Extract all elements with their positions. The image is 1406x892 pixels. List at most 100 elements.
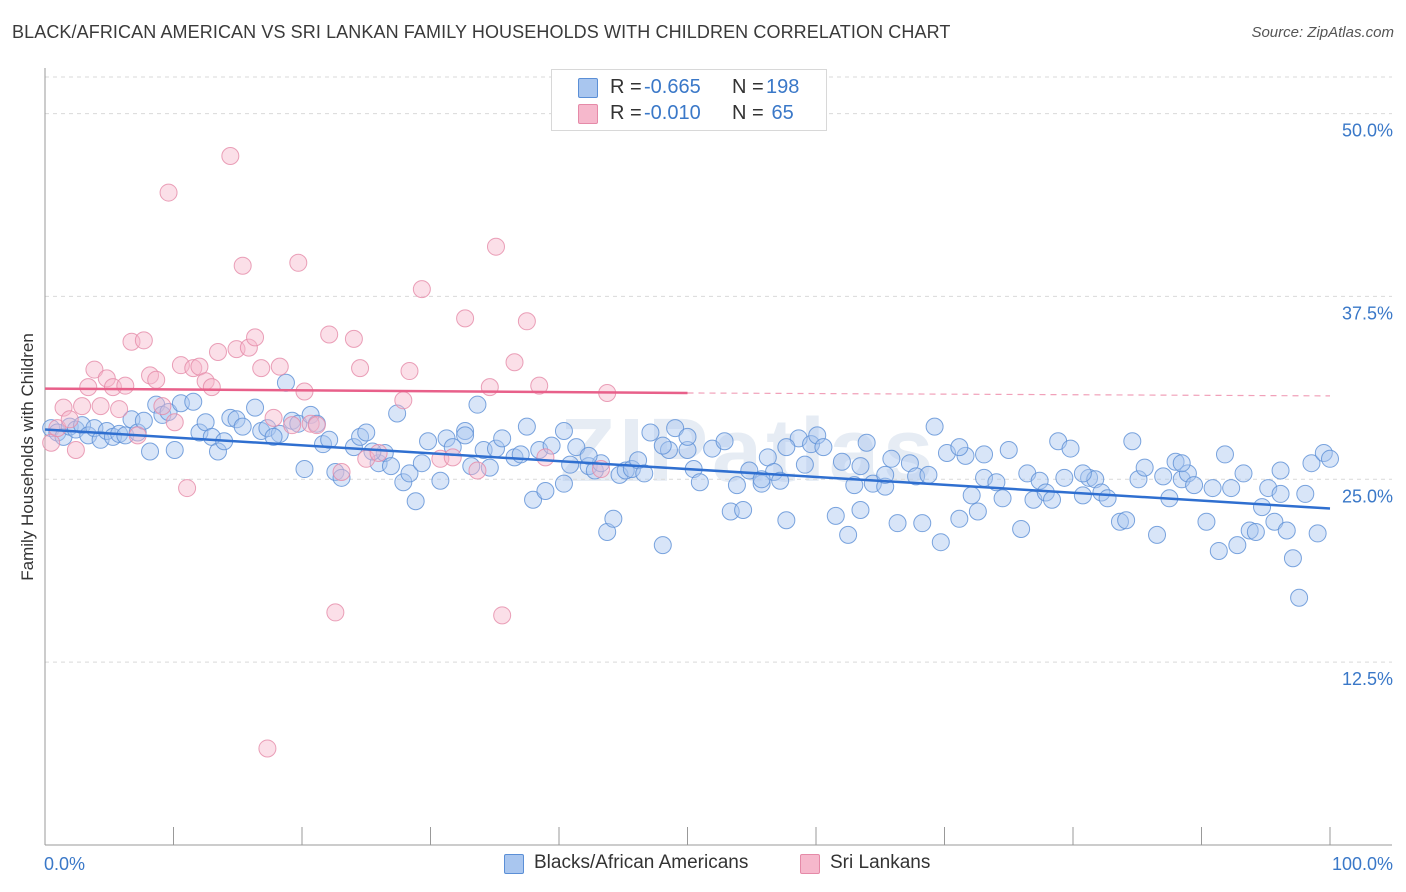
point-blacks [493, 429, 512, 448]
point-blacks [357, 423, 376, 442]
point-blacks [468, 395, 487, 414]
point-blacks [777, 438, 796, 457]
point-blacks [1166, 452, 1185, 471]
source-label: Source: ZipAtlas.com [1251, 24, 1394, 41]
point-blacks [845, 476, 864, 495]
watermark: ZIPatlas [560, 401, 938, 501]
trend-line-blacks [44, 428, 1331, 510]
point-blacks [1290, 588, 1309, 607]
point-blacks [882, 449, 901, 468]
point-blacks [524, 490, 543, 509]
point-srilankans [264, 408, 283, 427]
point-blacks [1061, 439, 1080, 458]
point-srilankans [289, 253, 308, 272]
series-blacks-points [42, 373, 1339, 607]
point-blacks [777, 511, 796, 530]
point-blacks [814, 438, 833, 457]
point-blacks [184, 392, 203, 411]
point-blacks [956, 446, 975, 465]
point-blacks [1055, 468, 1074, 487]
point-blacks [1215, 445, 1234, 464]
point-srilankans [456, 309, 475, 328]
point-srilankans [326, 603, 345, 622]
point-blacks [1203, 479, 1222, 498]
point-srilankans [320, 325, 339, 344]
point-blacks [1197, 512, 1216, 531]
point-blacks [320, 430, 339, 449]
point-blacks [456, 422, 475, 441]
bottom-legend-label-srilankans: Sri Lankans [830, 852, 931, 873]
point-srilankans [48, 419, 67, 438]
point-blacks [233, 417, 252, 436]
point-srilankans [252, 359, 271, 378]
point-blacks [1042, 490, 1061, 509]
point-srilankans [134, 331, 153, 350]
point-srilankans [486, 237, 505, 256]
point-blacks [752, 474, 771, 493]
point-blacks [734, 501, 753, 520]
trend-lines [44, 387, 1331, 510]
legend-n-label: N = [732, 102, 764, 124]
point-blacks [727, 476, 746, 495]
point-blacks [332, 468, 351, 487]
point-blacks [1135, 458, 1154, 477]
point-blacks [165, 441, 184, 460]
point-blacks [431, 471, 450, 490]
legend-swatch-srilankans [578, 104, 598, 124]
point-srilankans [530, 376, 549, 395]
point-srilankans [116, 376, 135, 395]
point-blacks [1030, 471, 1049, 490]
point-blacks [1073, 464, 1092, 483]
y-axis-title: Family Households with Children [18, 333, 37, 581]
chart-title: BLACK/AFRICAN AMERICAN VS SRI LANKAN FAM… [12, 22, 951, 42]
point-blacks [888, 514, 907, 533]
point-srilankans [412, 280, 431, 299]
point-srilankans [258, 739, 277, 758]
point-blacks [653, 536, 672, 555]
point-blacks [851, 501, 870, 520]
point-blacks [678, 441, 697, 460]
x-tick-label: 0.0% [44, 854, 85, 874]
point-blacks [289, 414, 308, 433]
point-blacks [1265, 512, 1284, 531]
point-blacks [400, 464, 419, 483]
axes [44, 68, 1392, 846]
legend-row-blacks: R = -0.665 N = 198 [552, 75, 799, 101]
point-blacks [1178, 464, 1197, 483]
point-blacks [993, 489, 1012, 508]
point-blacks [1185, 476, 1204, 495]
point-srilankans [54, 398, 73, 417]
point-srilankans [233, 256, 252, 275]
point-blacks [1296, 484, 1315, 503]
point-blacks [635, 464, 654, 483]
point-srilankans [480, 378, 499, 397]
point-blacks [1283, 549, 1302, 568]
point-srilankans [165, 413, 184, 432]
point-srilankans [270, 357, 289, 376]
point-blacks [561, 455, 580, 474]
point-blacks [456, 426, 475, 445]
y-tick-label: 50.0% [1342, 121, 1393, 141]
bottom-legend-swatch-blacks [504, 854, 524, 874]
point-blacks [1246, 522, 1265, 541]
bottom-legend-swatch-srilankans [800, 854, 820, 874]
point-srilankans [208, 343, 227, 362]
point-blacks [795, 455, 814, 474]
point-srilankans [60, 410, 79, 429]
point-blacks [554, 422, 573, 441]
point-blacks [826, 506, 845, 525]
point-blacks [690, 473, 709, 492]
point-blacks [1154, 467, 1173, 486]
point-blacks [1240, 521, 1259, 540]
point-srilankans [332, 462, 351, 481]
point-blacks [839, 525, 858, 544]
point-blacks [579, 446, 598, 465]
point-blacks [264, 427, 283, 446]
point-blacks [1012, 520, 1031, 539]
point-srilankans [97, 369, 116, 388]
grid-lines [45, 76, 1392, 663]
legend-r-label: R = [610, 102, 642, 124]
point-srilankans [178, 479, 197, 498]
point-srilankans [221, 146, 240, 165]
